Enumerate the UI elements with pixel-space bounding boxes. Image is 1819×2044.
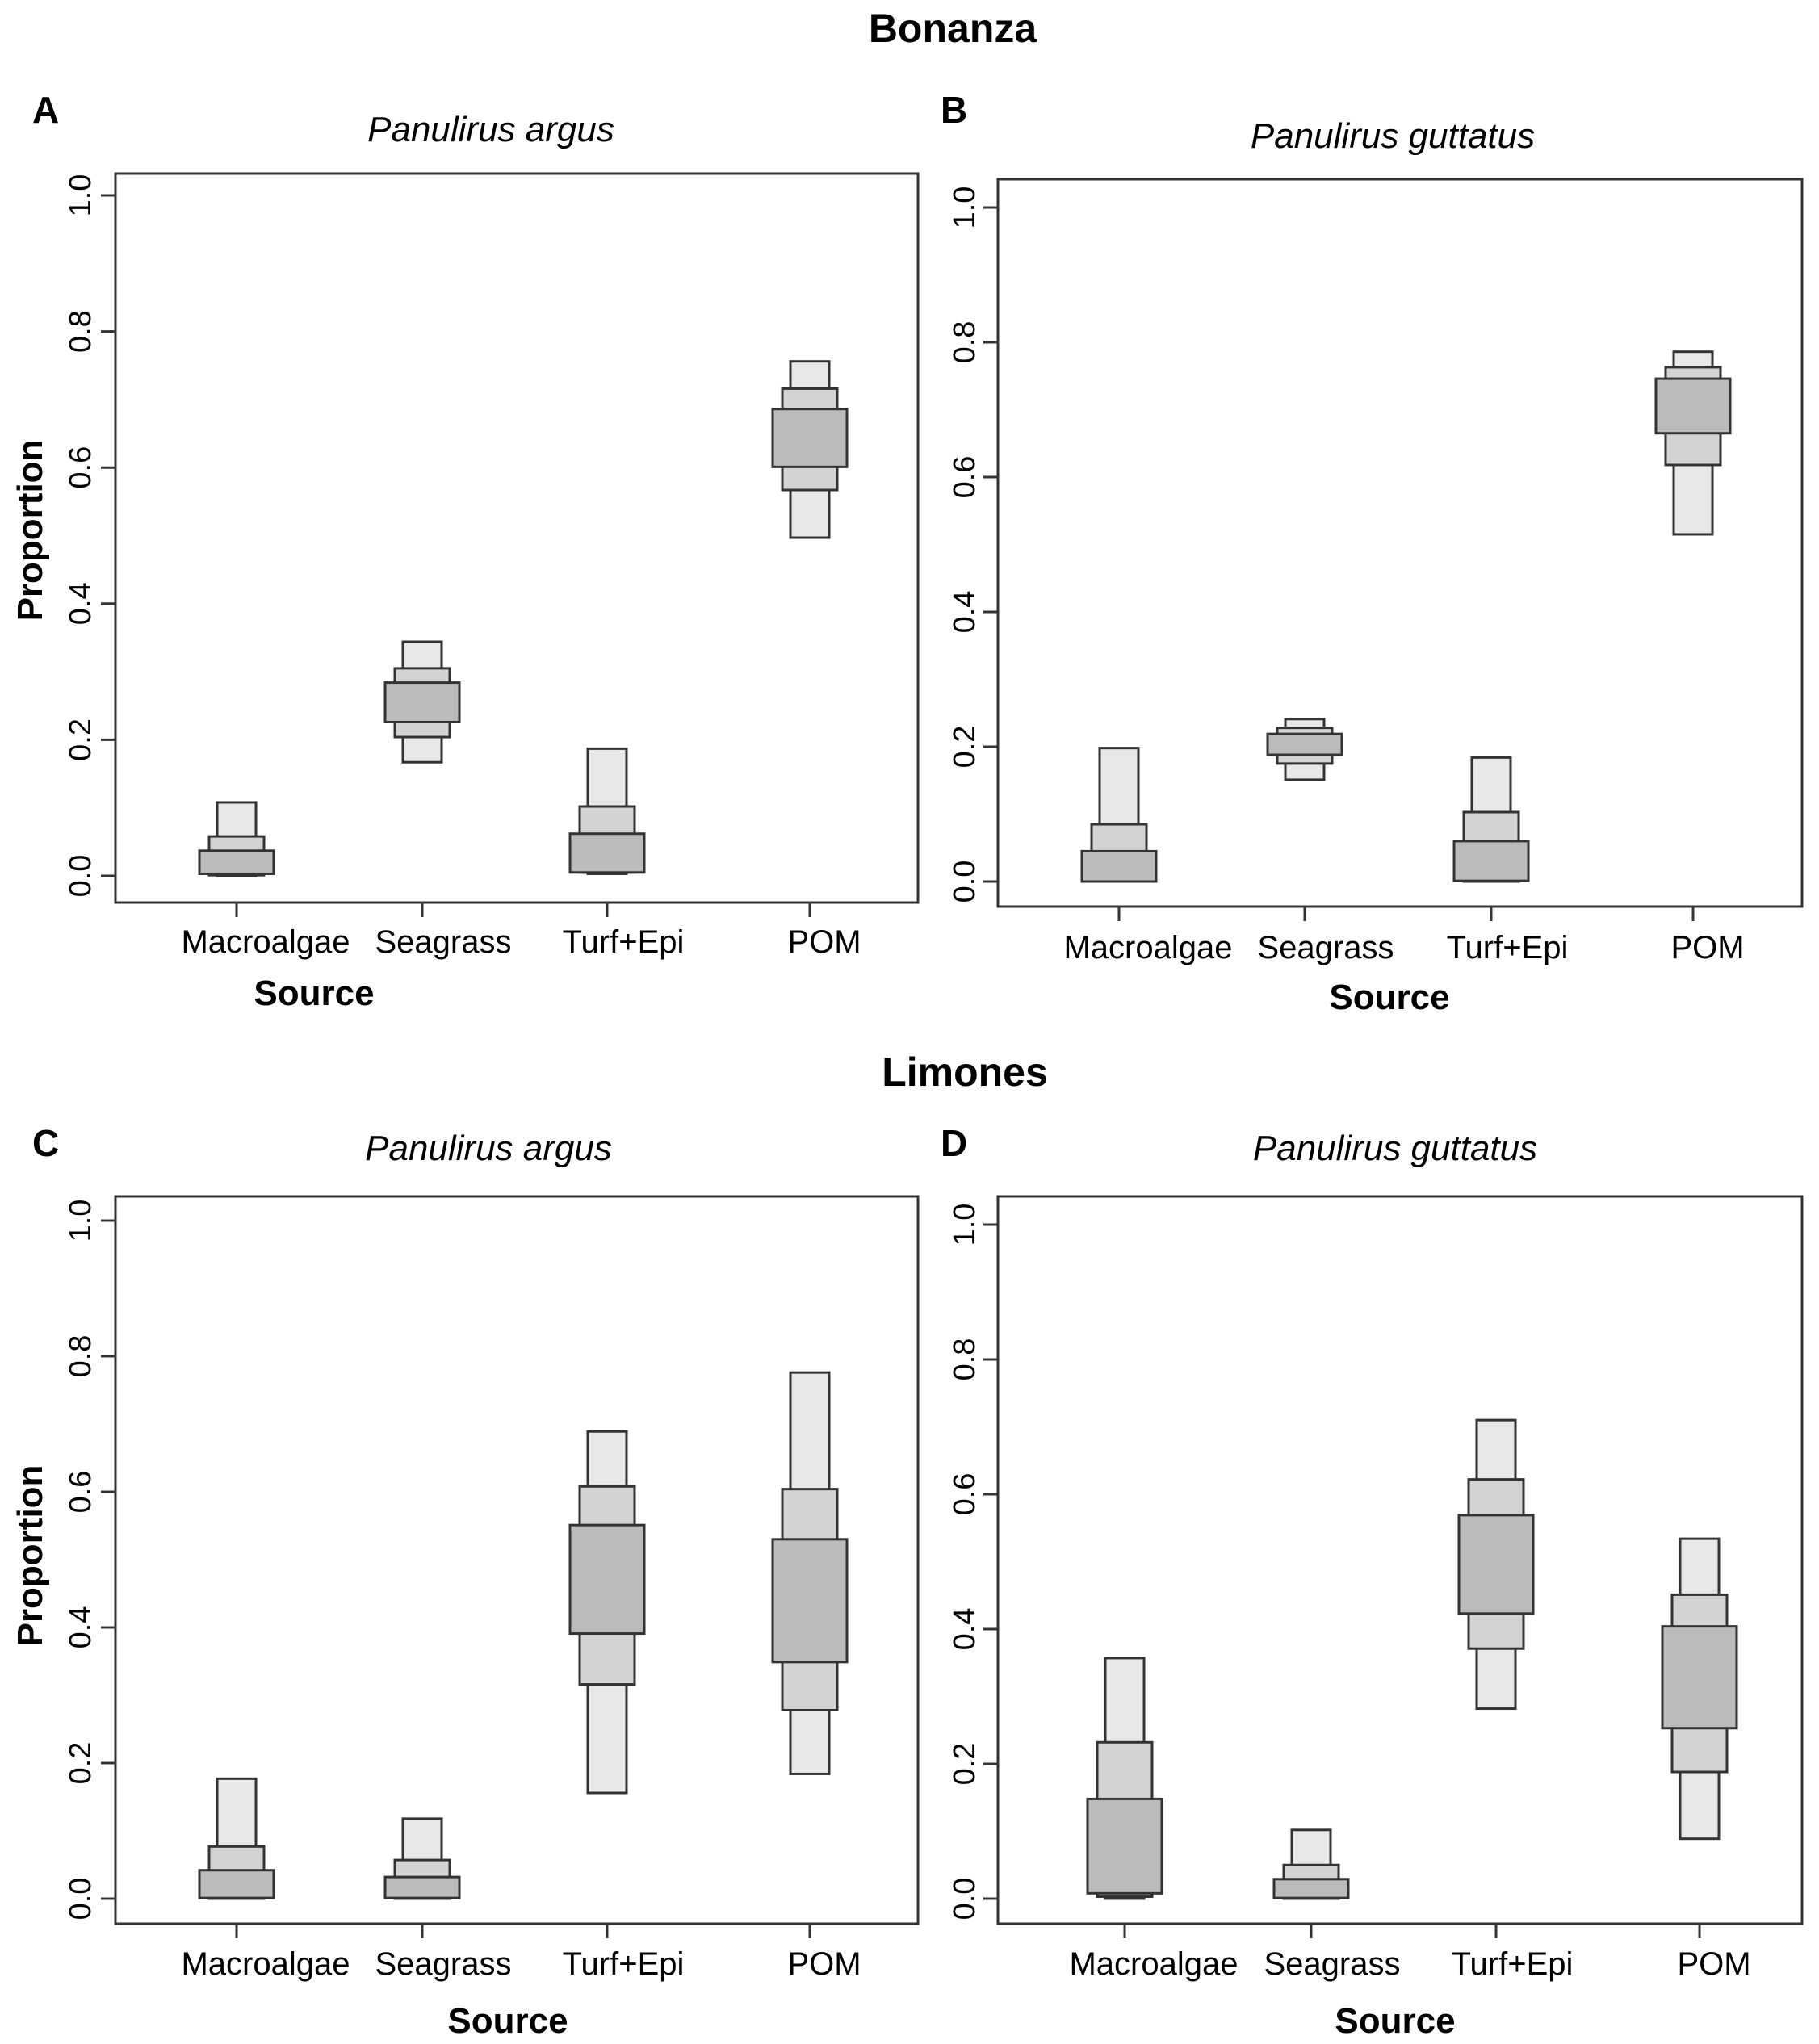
y-tick-label: 0.0 [948, 1878, 982, 1920]
interval-box-50-seagrass [383, 681, 461, 723]
interval-box-50-turf-epi [568, 832, 646, 874]
y-tick-label: 0.2 [64, 1742, 98, 1785]
y-tick-label: 0.8 [948, 1338, 982, 1381]
x-tick-label: Seagrass [375, 1946, 512, 1982]
panel-b-marks: 0.0 0.2 0.4 0.6 0.8 1.0 Macroalgae Seagrass Turf… [948, 178, 1804, 965]
interval-box-50-pom [771, 1538, 849, 1664]
interval-box-50-macroalgae [198, 1869, 275, 1899]
x-tick-label: Seagrass [1258, 930, 1394, 965]
y-tick-label: 0.4 [948, 591, 982, 634]
x-tick-label: Seagrass [375, 924, 512, 960]
y-tick-label: 0.4 [64, 582, 98, 625]
panel-d-marks: 0.0 0.2 0.4 0.6 0.8 1.0 Macroalgae Seagrass Turf… [948, 1195, 1804, 1982]
y-tick-label: 0.8 [64, 1335, 98, 1378]
panel-letter: D [941, 1122, 967, 1164]
panel-title: Panulirus guttatus [1251, 116, 1535, 156]
panel-letter: B [941, 89, 967, 131]
x-tick-label: Turf+Epi [563, 924, 685, 960]
y-tick-label: 0.2 [948, 1743, 982, 1786]
y-tick-label: 0.8 [64, 310, 98, 353]
y-tick-label: 0.0 [64, 1878, 98, 1920]
panel-c: C Panulirus argus Source Proportion 0.00… [10, 1122, 920, 2041]
x-axis-title: Source [447, 2001, 568, 2041]
x-axis-title: Source [1335, 2001, 1455, 2041]
panel-a-marks: 0.0 0.2 0.4 0.6 0.8 1.0 Macroalgae Seagrass Turf… [64, 172, 920, 960]
panel-b: B Panulirus guttatus Source 0.0 0.2 0.4 0.6… [941, 89, 1804, 1017]
interval-box-50-macroalgae [198, 849, 275, 875]
panel-title: Panulirus guttatus [1253, 1129, 1537, 1168]
y-tick-label: 0.6 [948, 456, 982, 499]
interval-box-50-seagrass [383, 1875, 461, 1899]
x-tick-label: Macroalgae [181, 924, 350, 960]
y-tick-label: 0.6 [64, 446, 98, 489]
y-tick-label: 0.2 [948, 726, 982, 769]
interval-box-50-pom [1661, 1625, 1738, 1730]
y-tick-label: 0.4 [948, 1608, 982, 1651]
y-tick-label: 1.0 [948, 1204, 982, 1246]
y-tick-label: 0.0 [64, 855, 98, 898]
y-axis-title: Proportion [10, 1465, 50, 1647]
panel-letter: C [32, 1122, 59, 1164]
y-tick-label: 0.6 [64, 1471, 98, 1514]
panel-a: A Panulirus argus Source Proportion 0.00… [10, 89, 920, 1013]
y-tick-label: 0.4 [64, 1606, 98, 1649]
y-tick-label: 1.0 [948, 186, 982, 229]
x-tick-label: Turf+Epi [1447, 930, 1569, 965]
x-axis-title: Source [1329, 978, 1449, 1017]
interval-box-50-turf-epi [1457, 1514, 1535, 1615]
x-tick-label: POM [787, 924, 861, 960]
x-tick-label: Turf+Epi [563, 1946, 685, 1982]
interval-box-50-seagrass [1272, 1878, 1350, 1899]
x-tick-label: POM [1670, 930, 1744, 965]
x-tick-label: POM [1677, 1946, 1750, 1982]
y-tick-label: 0.2 [64, 718, 98, 761]
section-title-limones: Limones [882, 1049, 1048, 1095]
interval-box-50-macroalgae [1080, 849, 1158, 883]
interval-box-50-macroalgae [1086, 1797, 1163, 1895]
interval-box-50-turf-epi [568, 1523, 646, 1636]
x-tick-label: Seagrass [1264, 1946, 1401, 1982]
panel-title: Panulirus argus [365, 1129, 612, 1168]
x-tick-label: Turf+Epi [1452, 1946, 1574, 1982]
interval-box-50-turf-epi [1452, 840, 1530, 882]
panel-c-marks: 0.0 0.2 0.4 0.6 0.8 1.0 Macroalgae Seagrass Turf… [64, 1195, 920, 1982]
panel-letter: A [32, 89, 59, 131]
interval-box-50-pom [1654, 377, 1732, 435]
x-tick-label: Macroalgae [181, 1946, 350, 1982]
x-axis-title: Source [254, 974, 374, 1013]
panel-d: D Panulirus guttatus Source 0.0 0.2 0.4 0.6… [941, 1122, 1804, 2041]
y-tick-label: 0.6 [948, 1473, 982, 1516]
y-axis-title: Proportion [10, 440, 50, 622]
x-tick-label: Macroalgae [1063, 930, 1232, 965]
x-tick-label: POM [787, 1946, 861, 1982]
y-tick-label: 1.0 [64, 1200, 98, 1242]
y-tick-label: 0.8 [948, 321, 982, 364]
section-title-bonanza: Bonanza [869, 6, 1038, 51]
y-tick-label: 1.0 [64, 174, 98, 217]
x-tick-label: Macroalgae [1069, 1946, 1238, 1982]
panel-title: Panulirus argus [367, 110, 614, 149]
y-tick-label: 0.0 [948, 861, 982, 903]
interval-box-50-pom [771, 408, 849, 468]
interval-box-50-seagrass [1266, 732, 1343, 756]
